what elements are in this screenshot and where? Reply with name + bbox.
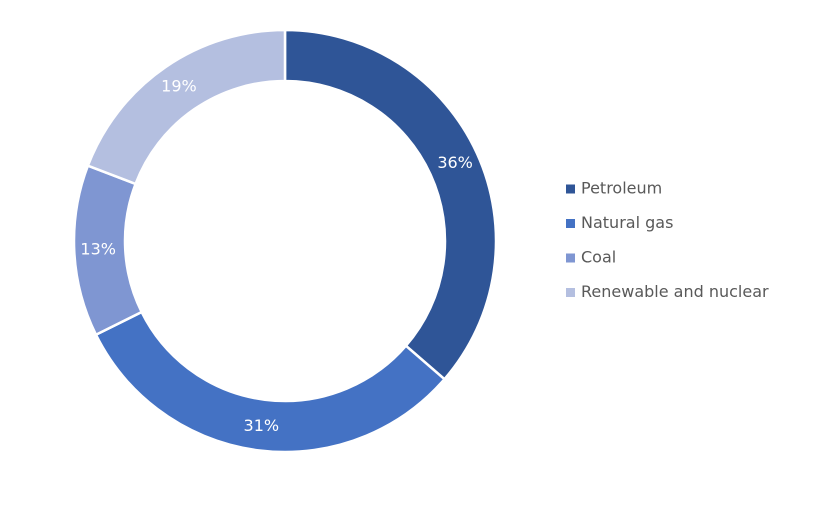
data-label: 19%: [161, 76, 197, 95]
legend-label: Natural gas: [581, 213, 673, 232]
legend-label: Coal: [581, 248, 616, 267]
donut-slice: [94, 310, 447, 454]
legend-marker: [566, 288, 575, 297]
data-label: 13%: [80, 239, 116, 258]
legend-marker: [566, 184, 575, 194]
legend-marker: [566, 253, 575, 263]
legend-label: Renewable and nuclear: [581, 282, 769, 301]
data-label: 31%: [244, 416, 280, 435]
donut-slice: [86, 28, 287, 186]
legend-label: Petroleum: [581, 179, 662, 198]
legend-marker: [566, 219, 575, 228]
data-label: 36%: [437, 153, 473, 172]
donut-slice: [283, 28, 498, 381]
